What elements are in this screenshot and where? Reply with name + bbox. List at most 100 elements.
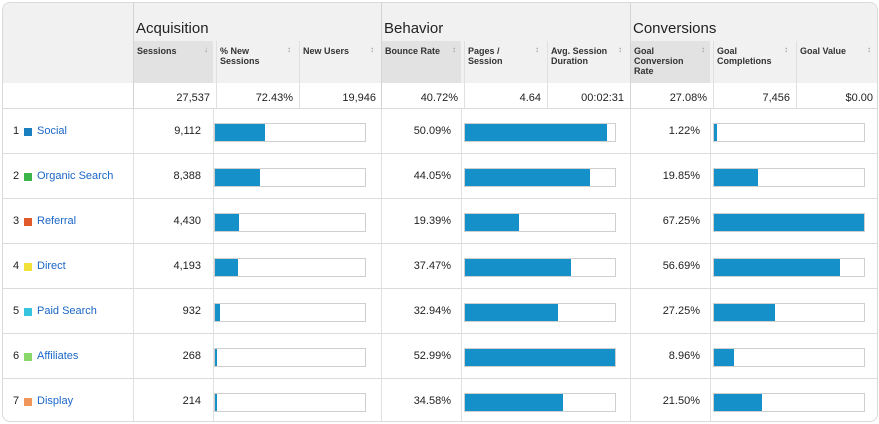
- bounce-rate-fill: [465, 124, 607, 141]
- sessions-share-fill: [215, 394, 217, 411]
- bounce-rate-bar: [464, 303, 616, 322]
- sessions-value: 932: [182, 305, 201, 317]
- group-header-band: [3, 3, 877, 41]
- column-header-sessions[interactable]: Sessions: [137, 46, 177, 56]
- sessions-header-selected: [133, 41, 213, 83]
- sessions-value: 214: [182, 395, 201, 407]
- sessions-share-bar: [214, 393, 366, 412]
- sessions-share-fill: [215, 259, 238, 276]
- row-index: 2: [13, 170, 20, 182]
- goal-conversion-rate-value: 8.96%: [668, 350, 700, 362]
- body-separator: [381, 109, 382, 421]
- body-separator: [630, 109, 631, 421]
- row-index: 3: [13, 215, 20, 227]
- body-separator: [133, 109, 134, 421]
- sort-icon[interactable]: ↕: [701, 45, 705, 54]
- sort-icon[interactable]: ↕: [370, 45, 374, 54]
- goal-completions-bar: [713, 168, 865, 187]
- goal-conversion-rate-value: 27.25%: [662, 305, 700, 317]
- column-separator: [464, 41, 465, 108]
- channel-link[interactable]: Social: [37, 125, 67, 137]
- column-header-goal-completions[interactable]: Goal Completions: [717, 46, 772, 66]
- goal-completions-bar: [713, 393, 865, 412]
- row-divider: [3, 153, 877, 154]
- goal-completions-fill: [714, 304, 775, 321]
- goal-conversion-rate-value: 56.69%: [662, 260, 700, 272]
- sessions-share-bar: [214, 123, 366, 142]
- column-separator: [796, 41, 797, 108]
- channel-swatch: [24, 353, 32, 361]
- total-avg-session-duration: 00:02:31: [581, 92, 624, 104]
- body-separator: [461, 109, 462, 421]
- row-index: 6: [13, 350, 20, 362]
- sort-icon[interactable]: ↕: [452, 45, 456, 54]
- bounce-rate-fill: [465, 214, 519, 231]
- channel-link[interactable]: Organic Search: [37, 170, 114, 182]
- bounce-rate-value: 32.94%: [413, 305, 451, 317]
- total-goal-conversion-rate: 27.08%: [669, 92, 707, 104]
- totals-row: [3, 83, 877, 108]
- sort-icon[interactable]: ↕: [784, 45, 788, 54]
- sessions-value: 4,193: [173, 260, 201, 272]
- column-header-pct-new-sessions[interactable]: % New Sessions: [220, 46, 260, 66]
- column-header-bounce-rate[interactable]: Bounce Rate: [385, 46, 441, 56]
- column-separator: [216, 41, 217, 108]
- goal-completions-bar: [713, 348, 865, 367]
- column-header-new-users[interactable]: New Users: [303, 46, 350, 56]
- sessions-share-bar: [214, 213, 366, 232]
- channel-swatch: [24, 128, 32, 136]
- column-header-goal-value[interactable]: Goal Value: [800, 46, 847, 56]
- goal-completions-bar: [713, 123, 865, 142]
- row-index: 5: [13, 305, 20, 317]
- column-header-avg-session-duration[interactable]: Avg. Session Duration: [551, 46, 608, 66]
- row-divider: [3, 378, 877, 379]
- sessions-share-fill: [215, 124, 265, 141]
- goal-completions-fill: [714, 259, 840, 276]
- bounce-rate-fill: [465, 259, 571, 276]
- channel-link[interactable]: Referral: [37, 215, 77, 227]
- goal-conversion-rate-value: 67.25%: [662, 215, 700, 227]
- column-separator: [547, 41, 548, 108]
- bounce-rate-value: 44.05%: [413, 170, 451, 182]
- row-divider: [3, 243, 877, 244]
- group-acquisition-title: Acquisition: [136, 20, 209, 37]
- goal-completions-fill: [714, 214, 864, 231]
- channel-link[interactable]: Paid Search: [37, 305, 97, 317]
- sessions-share-fill: [215, 214, 239, 231]
- channel-swatch: [24, 173, 32, 181]
- goal-completions-bar: [713, 258, 865, 277]
- bounce-rate-fill: [465, 349, 615, 366]
- column-header-goal-conversion-rate[interactable]: Goal Conversion Rate: [634, 46, 684, 76]
- sessions-value: 8,388: [173, 170, 201, 182]
- sessions-share-fill: [215, 349, 217, 366]
- channel-link[interactable]: Direct: [37, 260, 66, 272]
- total-pct-new-sessions: 72.43%: [255, 92, 293, 104]
- sessions-share-bar: [214, 168, 366, 187]
- row-index: 7: [13, 395, 20, 407]
- sort-icon[interactable]: ↕: [535, 45, 539, 54]
- channel-link[interactable]: Affiliates: [37, 350, 79, 362]
- bounce-rate-value: 19.39%: [413, 215, 451, 227]
- totals-divider: [3, 108, 877, 109]
- bounce-header-selected: [381, 41, 461, 83]
- bounce-rate-fill: [465, 169, 590, 186]
- column-separator: [299, 41, 300, 108]
- sessions-value: 268: [182, 350, 201, 362]
- sort-icon[interactable]: ↕: [618, 45, 622, 54]
- goal-completions-fill: [714, 124, 717, 141]
- channel-swatch: [24, 263, 32, 271]
- bounce-rate-fill: [465, 304, 558, 321]
- sort-icon[interactable]: ↕: [867, 45, 871, 54]
- sessions-share-bar: [214, 258, 366, 277]
- sort-icon[interactable]: ↕: [287, 45, 291, 54]
- bounce-rate-bar: [464, 123, 616, 142]
- sessions-share-fill: [215, 304, 220, 321]
- column-header-pages-per-session[interactable]: Pages / Session: [468, 46, 503, 66]
- goal-conversion-rate-value: 1.22%: [668, 125, 700, 137]
- sort-desc-icon[interactable]: ↓: [204, 45, 208, 54]
- total-goal-value: $0.00: [845, 92, 873, 104]
- row-divider: [3, 333, 877, 334]
- bounce-rate-bar: [464, 213, 616, 232]
- channel-swatch: [24, 218, 32, 226]
- channel-link[interactable]: Display: [37, 395, 74, 407]
